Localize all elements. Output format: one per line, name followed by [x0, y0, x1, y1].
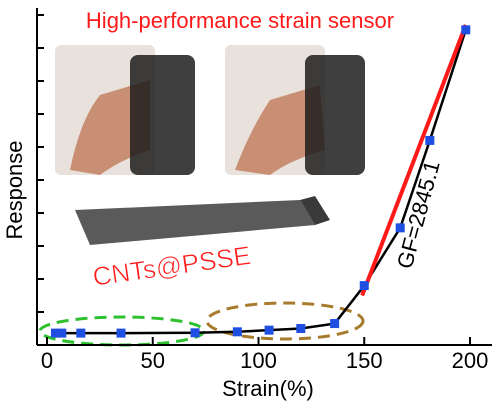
chart-title: High-performance strain sensor	[86, 8, 394, 33]
photo-robot	[305, 55, 365, 175]
photo-robot	[130, 55, 195, 175]
data-point	[116, 328, 126, 338]
data-point	[461, 25, 471, 35]
y-axis-label: Response	[2, 140, 27, 239]
fit-line	[360, 24, 468, 297]
data-point	[232, 327, 242, 337]
hand	[235, 85, 325, 175]
annotation: CNTs@PSSE	[91, 240, 253, 292]
data-point	[264, 325, 274, 335]
foam-sample	[75, 200, 315, 245]
data-point	[190, 328, 200, 338]
x-tick-label: 50	[141, 348, 165, 373]
range-ellipse	[205, 301, 365, 341]
data-point	[76, 328, 86, 338]
data-point	[57, 328, 67, 338]
x-tick-label: 150	[346, 348, 383, 373]
x-tick-label: 200	[452, 348, 489, 373]
annotation: GF=2845.1	[392, 158, 445, 271]
photos	[55, 45, 365, 245]
data-point	[359, 281, 369, 291]
data-point	[296, 324, 306, 333]
data-point	[50, 328, 60, 338]
data-point	[330, 319, 340, 329]
data-point	[425, 135, 435, 145]
foam-side	[300, 196, 330, 225]
x-tick-label: 100	[240, 348, 277, 373]
x-tick-label: 0	[41, 348, 53, 373]
data-point	[395, 223, 405, 233]
x-axis-label: Strain(%)	[222, 376, 314, 401]
